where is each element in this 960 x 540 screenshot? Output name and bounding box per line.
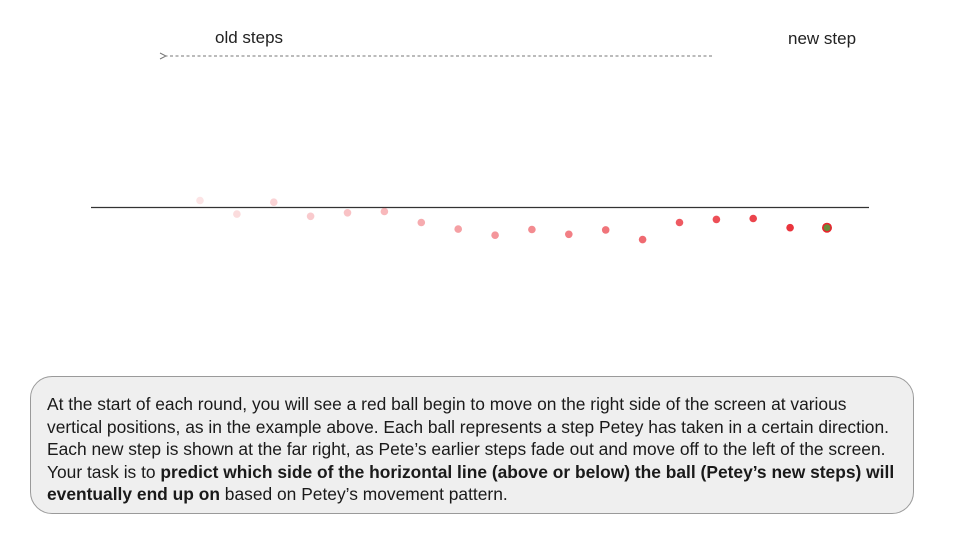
instructions-text: At the start of each round, you will see… <box>47 394 889 482</box>
old-steps-label: old steps <box>215 28 284 47</box>
old-step-ball <box>417 218 426 227</box>
old-step-ball <box>233 210 241 218</box>
old-step-ball <box>491 231 499 239</box>
instructions-panel: At the start of each round, you will see… <box>30 376 914 514</box>
new-step-ball <box>821 222 832 233</box>
step-balls <box>196 196 832 244</box>
instructions-text-end: based on Petey’s movement pattern. <box>219 484 508 504</box>
old-step-ball <box>749 214 757 223</box>
instructions-emphasis: predict which side of the horizontal lin… <box>47 461 895 505</box>
old-step-ball <box>380 207 389 216</box>
old-step-ball <box>528 225 536 234</box>
old-step-ball <box>343 209 352 217</box>
old-step-ball <box>786 223 794 232</box>
old-step-ball <box>565 230 573 239</box>
old-step-ball <box>196 196 204 205</box>
old-step-ball <box>454 225 463 233</box>
old-step-ball <box>638 235 647 244</box>
old-step-ball <box>712 215 721 224</box>
new-step-label: new step <box>788 29 857 48</box>
old-step-ball <box>306 212 315 221</box>
old-step-ball <box>675 218 684 227</box>
old-step-ball <box>270 198 278 206</box>
old-step-ball <box>601 226 610 234</box>
